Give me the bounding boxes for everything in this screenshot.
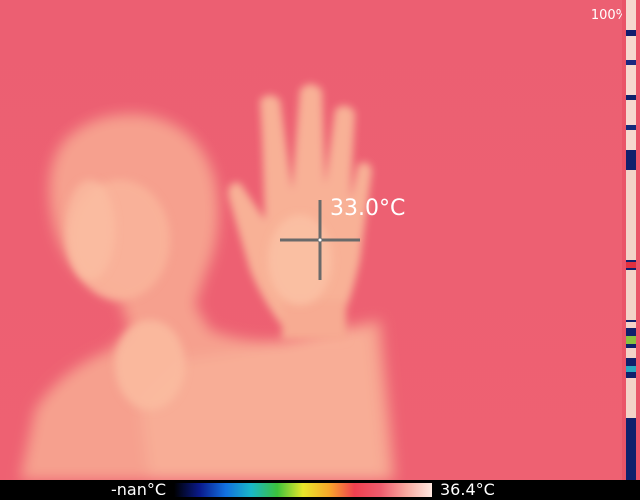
temperature-scale-strip	[622, 0, 640, 480]
raised-hand	[228, 84, 372, 340]
temperature-scale-bar: -nan°C 36.4°C	[0, 480, 640, 500]
min-temperature-label: -nan°C	[110, 480, 166, 499]
zoom-level-label: 100%	[590, 8, 628, 23]
color-palette-gradient	[174, 483, 432, 497]
thermal-image[interactable]	[0, 0, 640, 480]
max-temperature-label: 36.4°C	[440, 480, 495, 499]
crosshair-icon[interactable]	[280, 200, 360, 280]
hot-spots	[65, 180, 332, 305]
spot-temperature-readout: 33.0°C	[330, 196, 406, 221]
